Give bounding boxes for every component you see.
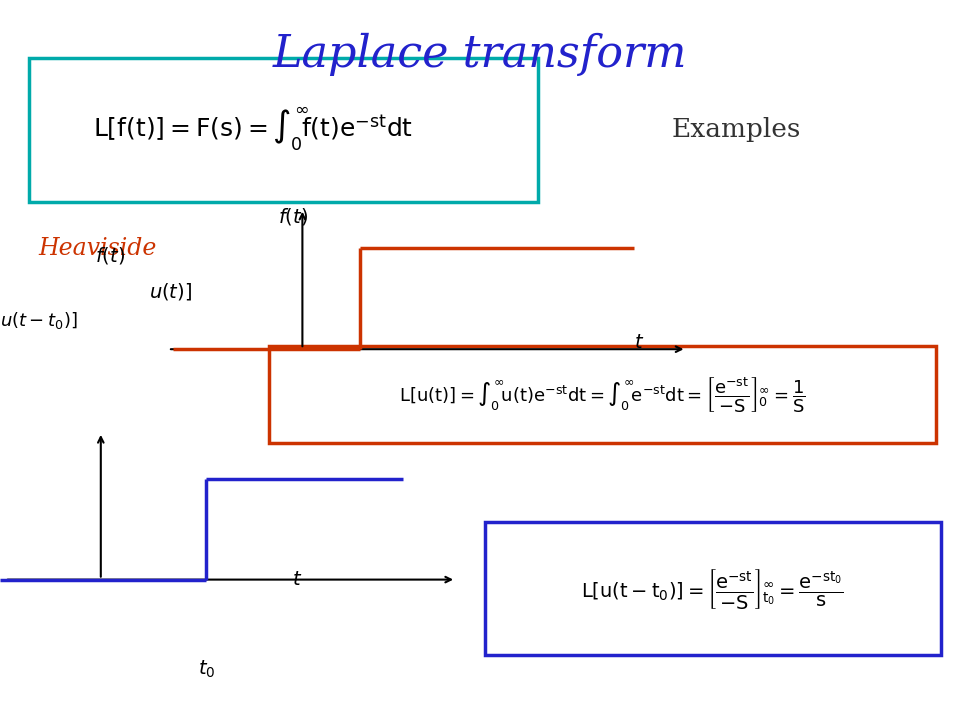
Text: $\mathrm{L[u(t)] = \int_0^{\infty}\! u(t)e^{-st}dt = \int_0^{\infty}\! e^{-st}dt: $\mathrm{L[u(t)] = \int_0^{\infty}\! u(t…	[399, 374, 805, 414]
Text: $t_0$: $t_0$	[198, 659, 215, 680]
Text: Examples: Examples	[672, 117, 802, 142]
Text: Laplace transform: Laplace transform	[273, 32, 687, 76]
Text: $t$: $t$	[293, 570, 302, 589]
Bar	[29, 58, 538, 202]
Text: $f(t)$: $f(t)$	[277, 206, 308, 227]
Bar	[485, 522, 941, 655]
Text: $u(t-t_0)]$: $u(t-t_0)]$	[0, 310, 78, 331]
Text: $t$: $t$	[634, 333, 644, 351]
Text: $\mathrm{L[f(t)] = F(s) = \int_0^{\infty}\!\! f(t)e^{-st}dt}$: $\mathrm{L[f(t)] = F(s) = \int_0^{\infty…	[92, 106, 413, 153]
Text: Heaviside: Heaviside	[38, 237, 156, 260]
Text: $f(t)$: $f(t)$	[95, 246, 126, 266]
Bar	[269, 346, 936, 443]
Text: $\mathrm{L[u(t-t_0)] = \left[\dfrac{e^{-st}}{-S}\right]_{t_0}^{\infty} = \dfrac{: $\mathrm{L[u(t-t_0)] = \left[\dfrac{e^{-…	[582, 567, 844, 611]
Text: $u(t)]$: $u(t)]$	[149, 281, 192, 302]
